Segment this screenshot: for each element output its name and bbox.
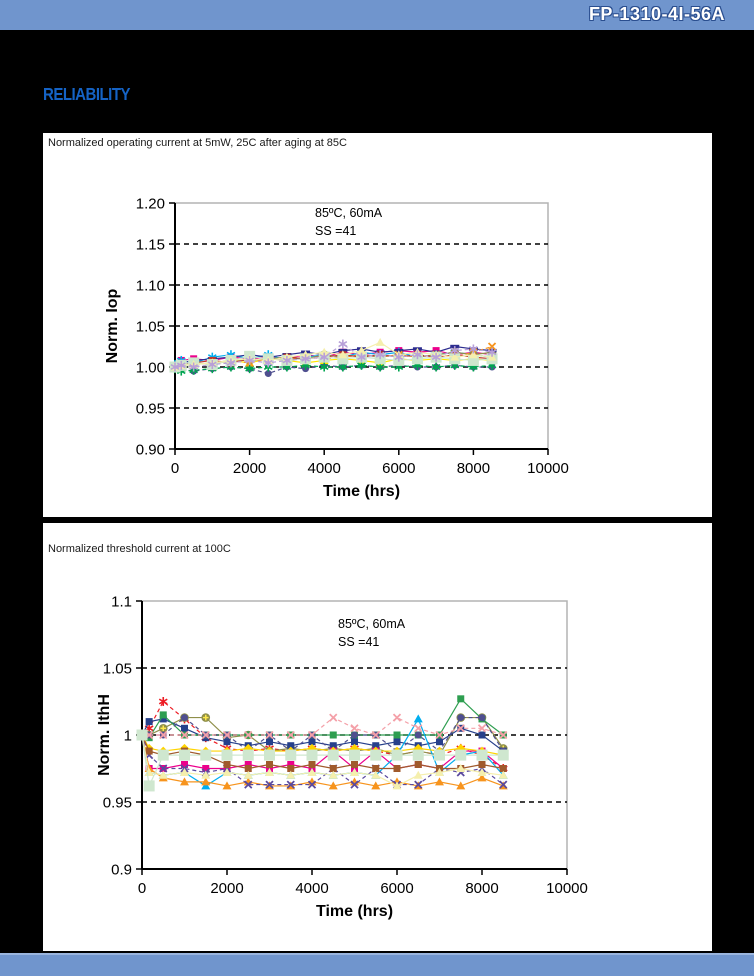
x-axis-title: Time (hrs) [323,483,400,500]
series-group [169,337,498,378]
svg-text:4000: 4000 [308,460,341,477]
x-axis-title: Time (hrs) [316,903,393,920]
header-bar: FP-1310-4I-56A [0,0,754,30]
svg-text:1.00: 1.00 [136,359,165,376]
annotation-text: SS =41 [315,224,356,238]
svg-text:0.90: 0.90 [136,441,165,458]
iop-chart: 1.20 1.15 1.10 1.05 1.00 0.95 0.90 0 2000 4000 600… [104,195,569,500]
svg-text:10000: 10000 [527,460,569,477]
svg-text:6000: 6000 [380,880,413,897]
svg-text:0: 0 [171,460,179,477]
content-panel: Normalized operating current at 5mW, 25C… [43,133,712,951]
svg-text:4000: 4000 [295,880,328,897]
series-line [174,354,493,367]
svg-text:0.9: 0.9 [111,861,132,878]
annotation-text: 85ºC, 60mA [315,206,383,220]
svg-text:1.10: 1.10 [136,277,165,294]
svg-text:1.15: 1.15 [136,236,165,253]
axes: 1.20 1.15 1.10 1.05 1.00 0.95 0.90 0 2000 4000 600… [136,195,569,477]
svg-text:0.95: 0.95 [136,400,165,417]
svg-text:1.1: 1.1 [111,593,132,610]
svg-text:1.05: 1.05 [103,660,132,677]
svg-text:10000: 10000 [546,880,588,897]
svg-text:1.20: 1.20 [136,195,165,212]
iop-chart-title: Normalized operating current at 5mW, 25C… [48,137,347,149]
axes: 1.1 1.05 1 0.95 0.9 0 2000 4000 6000 8000 10000 [103,593,588,897]
footer-bar [0,953,754,976]
svg-text:1.05: 1.05 [136,318,165,335]
svg-text:0: 0 [138,880,146,897]
svg-text:2000: 2000 [233,460,266,477]
section-title-reliability: RELIABILITY [43,85,131,105]
part-number-title: FP-1310-4I-56A [588,4,725,24]
svg-text:8000: 8000 [465,880,498,897]
annotation-text: SS =41 [338,635,379,649]
y-axis-title: Norm. IthH [96,694,113,776]
gridlines [175,243,548,409]
ithh-chart-title: Normalized threshold current at 100C [48,543,231,555]
svg-text:1: 1 [124,727,132,744]
annotation-text: 85ºC, 60mA [338,617,406,631]
ithh-chart: 1.1 1.05 1 0.95 0.9 0 2000 4000 6000 8000 10000 85º… [96,593,588,920]
series-line [141,697,504,739]
gridlines [142,667,567,803]
svg-text:8000: 8000 [457,460,490,477]
series-group [136,695,509,792]
svg-text:6000: 6000 [382,460,415,477]
svg-text:0.95: 0.95 [103,794,132,811]
y-axis-title: Norm. Iop [104,288,121,363]
series-line [142,716,504,736]
svg-text:2000: 2000 [210,880,243,897]
panel-divider [43,517,712,523]
